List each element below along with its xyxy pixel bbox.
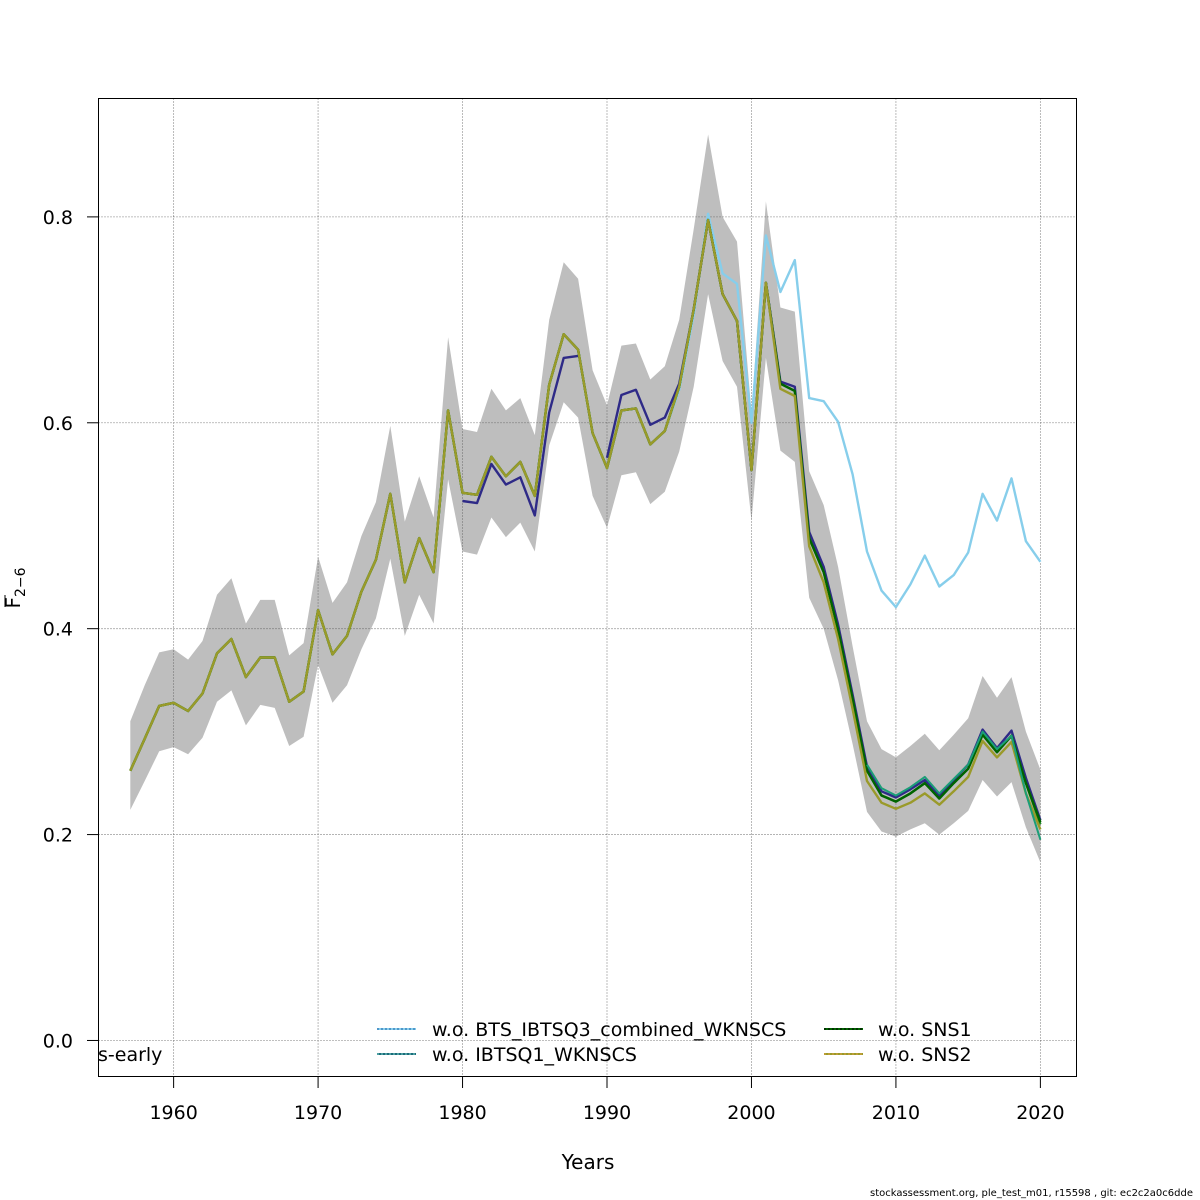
- x-axis-title: Years: [561, 1150, 615, 1174]
- footer-credit: stockassessment.org, ple_test_m01, r1559…: [870, 1188, 1193, 1199]
- series-layer: [129, 212, 1042, 840]
- y-tick-label-0.2: 0.2: [43, 825, 73, 847]
- legend-item-sns2: w.o. SNS2: [824, 1044, 972, 1066]
- legend-item-sns1: w.o. SNS1: [824, 1019, 972, 1041]
- corner-label: s-early: [98, 1044, 162, 1066]
- y-tick-label-0.8: 0.8: [43, 207, 73, 229]
- y-axis-title-subscript: 2−6: [13, 567, 29, 597]
- legend-label-sns1: w.o. SNS1: [878, 1019, 972, 1041]
- legend-label-ibtsq1: w.o. IBTSQ1_WKNSCS: [432, 1044, 637, 1066]
- confidence-band: [130, 134, 1041, 863]
- plot-frame: [98, 98, 1077, 1077]
- grid-layer: [98, 98, 1077, 1077]
- x-tick-label-1990: 1990: [583, 1102, 631, 1124]
- x-tick-label-1980: 1980: [438, 1102, 486, 1124]
- series-line-sns2: [129, 218, 1042, 830]
- x-tick-label-2000: 2000: [727, 1102, 775, 1124]
- y-axis-title-main: F: [1, 597, 25, 609]
- x-tick-label-2010: 2010: [872, 1102, 920, 1124]
- legend-label-sns2: w.o. SNS2: [878, 1044, 972, 1066]
- x-tick-label-1970: 1970: [294, 1102, 342, 1124]
- x-tick-label-2020: 2020: [1016, 1102, 1064, 1124]
- y-tick-label-0.6: 0.6: [43, 413, 73, 435]
- series-line-base: [129, 218, 1042, 825]
- y-tick-label-0.4: 0.4: [43, 619, 73, 641]
- svg-text:F2−6: F2−6: [1, 567, 29, 608]
- series-line-sns1: [129, 218, 1042, 823]
- y-axis-title: F2−6: [1, 567, 29, 608]
- legend-item-ibtsq1: w.o. IBTSQ1_WKNSCS: [377, 1044, 637, 1066]
- confidence-band-layer: [130, 134, 1041, 863]
- y-tick-label-0.0: 0.0: [43, 1030, 73, 1052]
- axis-layer: 1960 1970 1980 1990 2000 2010 2020 0.0 0.2 0.4 0.6…: [43, 207, 1065, 1124]
- x-tick-label-1960: 1960: [149, 1102, 197, 1124]
- legend: w.o. BTS_IBTSQ3_combined_WKNSCS w.o. IBT…: [377, 1019, 972, 1066]
- series-line-overlay: [866, 730, 1042, 840]
- legend-item-bts: w.o. BTS_IBTSQ3_combined_WKNSCS: [377, 1019, 786, 1041]
- legend-label-bts: w.o. BTS_IBTSQ3_combined_WKNSCS: [432, 1019, 786, 1041]
